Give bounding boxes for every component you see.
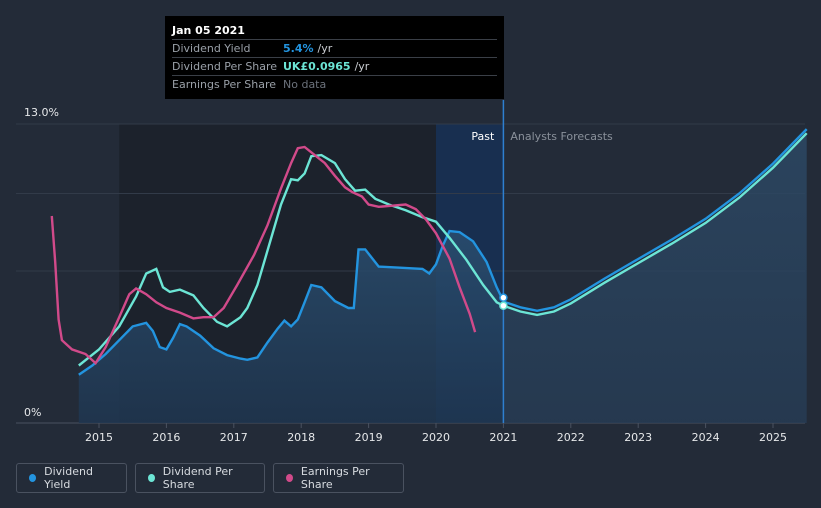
legend-label: Earnings Per Share [300,465,370,491]
legend-label: Dividend Per Share [162,465,233,491]
legend-earnings-per-share[interactable]: Earnings Per Share [273,463,404,493]
tooltip-row-dividend-yield: Dividend Yield 5.4% /yr [172,40,497,58]
tooltip-row-earnings-per-share: Earnings Per Share No data [172,76,497,93]
x-tick-label: 2025 [759,431,787,444]
x-tick-label: 2018 [287,431,315,444]
dividend-per-share-marker [499,301,508,310]
x-tick-label: 2020 [422,431,450,444]
x-tick-label: 2022 [557,431,585,444]
legend-dividend-yield[interactable]: Dividend Yield [16,463,127,493]
dividend-yield-line [78,229,505,376]
dividend-per-share-line [78,132,808,367]
forecast-label: Analysts Forecasts [510,130,613,143]
tooltip-unit: /yr [354,60,370,73]
tooltip-value: UK£0.0965 [283,60,351,73]
legend-dividend-per-share[interactable]: Dividend Per Share [135,463,265,493]
tooltip-label: Dividend Yield [172,42,251,55]
x-tick-label: 2019 [355,431,383,444]
tooltip-value: 5.4% [283,42,314,55]
forecast-area [503,133,807,423]
y-axis-top-label: 13.0% [24,106,59,119]
tooltip-label: Earnings Per Share [172,78,277,91]
dividend-yield-forecast-line [503,128,808,313]
legend-dot-icon [148,474,155,482]
dividend-yield-marker [499,293,508,302]
x-tick-label: 2017 [220,431,248,444]
x-tick-label: 2016 [152,431,180,444]
x-tick-label: 2021 [489,431,517,444]
x-tick-label: 2024 [692,431,720,444]
past-label: Past [471,130,495,143]
tooltip-label: Dividend Per Share [172,60,278,73]
tooltip-unit: /yr [317,42,333,55]
tooltip-date: Jan 05 2021 [172,22,497,40]
chart-tooltip: Jan 05 2021 Dividend Yield 5.4% /yr Divi… [165,16,504,99]
tooltip-value: No data [283,78,327,91]
legend-label: Dividend Yield [44,465,93,491]
x-tick-label: 2015 [85,431,113,444]
x-tick-label: 2023 [624,431,652,444]
tooltip-row-dividend-per-share: Dividend Per Share UK£0.0965 /yr [172,58,497,76]
y-axis-bottom-label: 0% [24,406,41,419]
legend-dot-icon [29,474,37,482]
earnings-per-share-line [50,145,477,366]
legend-dot-icon [286,474,293,482]
